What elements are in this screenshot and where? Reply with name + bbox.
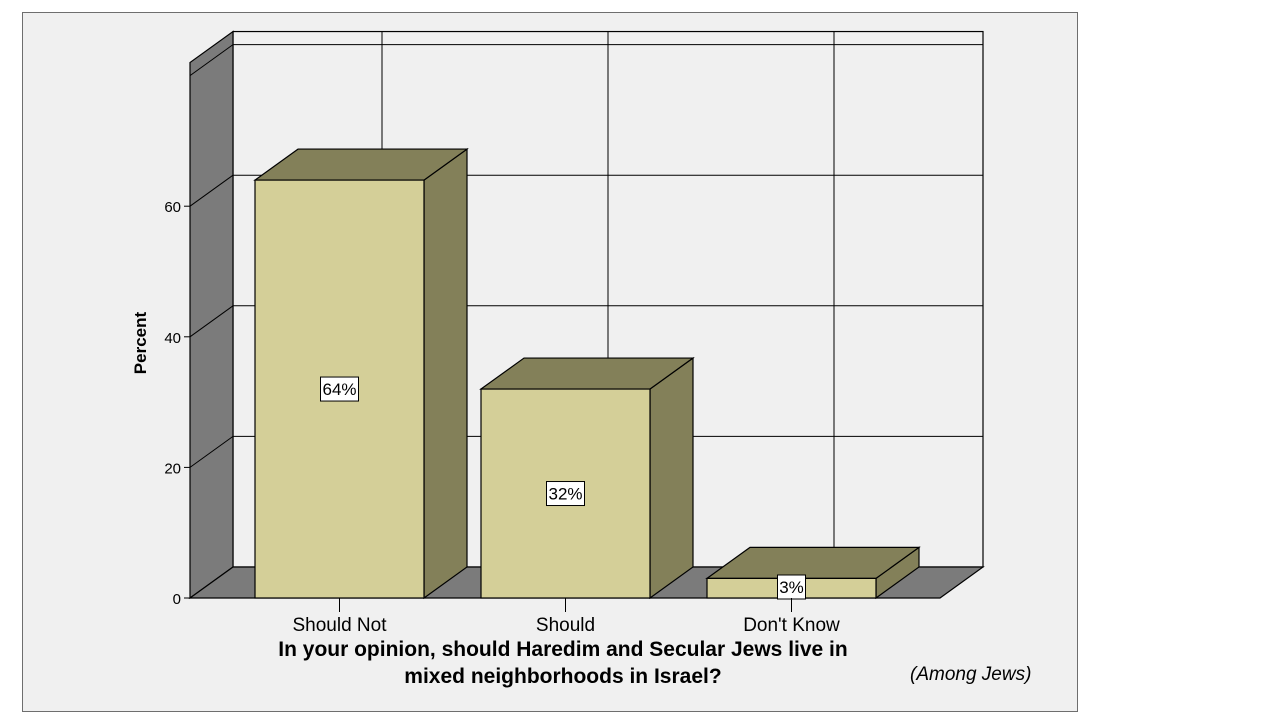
bar-side xyxy=(649,356,694,600)
bar: 32% Should xyxy=(479,356,695,636)
y-tick-label: 20 xyxy=(164,460,181,477)
data-label: 3% xyxy=(779,578,804,597)
data-label-box xyxy=(320,376,359,402)
bar-side xyxy=(423,147,468,600)
y-tick-label: 40 xyxy=(164,330,181,347)
x-tick-label: Should Not xyxy=(292,615,387,636)
data-label: 32% xyxy=(548,485,582,504)
chart-note: (Among Jews) xyxy=(910,664,1032,685)
data-label-box xyxy=(777,574,806,600)
gridline-side xyxy=(189,44,234,77)
x-tick-label: Should xyxy=(536,615,595,636)
y-axis-title: Percent xyxy=(131,311,150,374)
bars: 64% Should Not 32% Should 3% Don't Know xyxy=(253,147,921,636)
y-tick-label: 60 xyxy=(164,199,181,216)
bar: 64% Should Not xyxy=(253,147,469,636)
y-tick-label: 0 xyxy=(173,591,181,608)
gridline-side xyxy=(189,305,234,338)
bar: 3% Don't Know xyxy=(705,546,921,636)
side-wall xyxy=(189,30,234,600)
x-tick-label: Don't Know xyxy=(743,615,840,636)
gridline-side xyxy=(189,174,234,207)
x-axis-title: In your opinion, should Haredim and Secu… xyxy=(278,638,848,688)
data-label: 64% xyxy=(322,380,356,399)
gridline-side xyxy=(189,435,234,468)
y-axis: 0 20 40 60 xyxy=(164,199,190,608)
data-label-box xyxy=(546,481,585,507)
